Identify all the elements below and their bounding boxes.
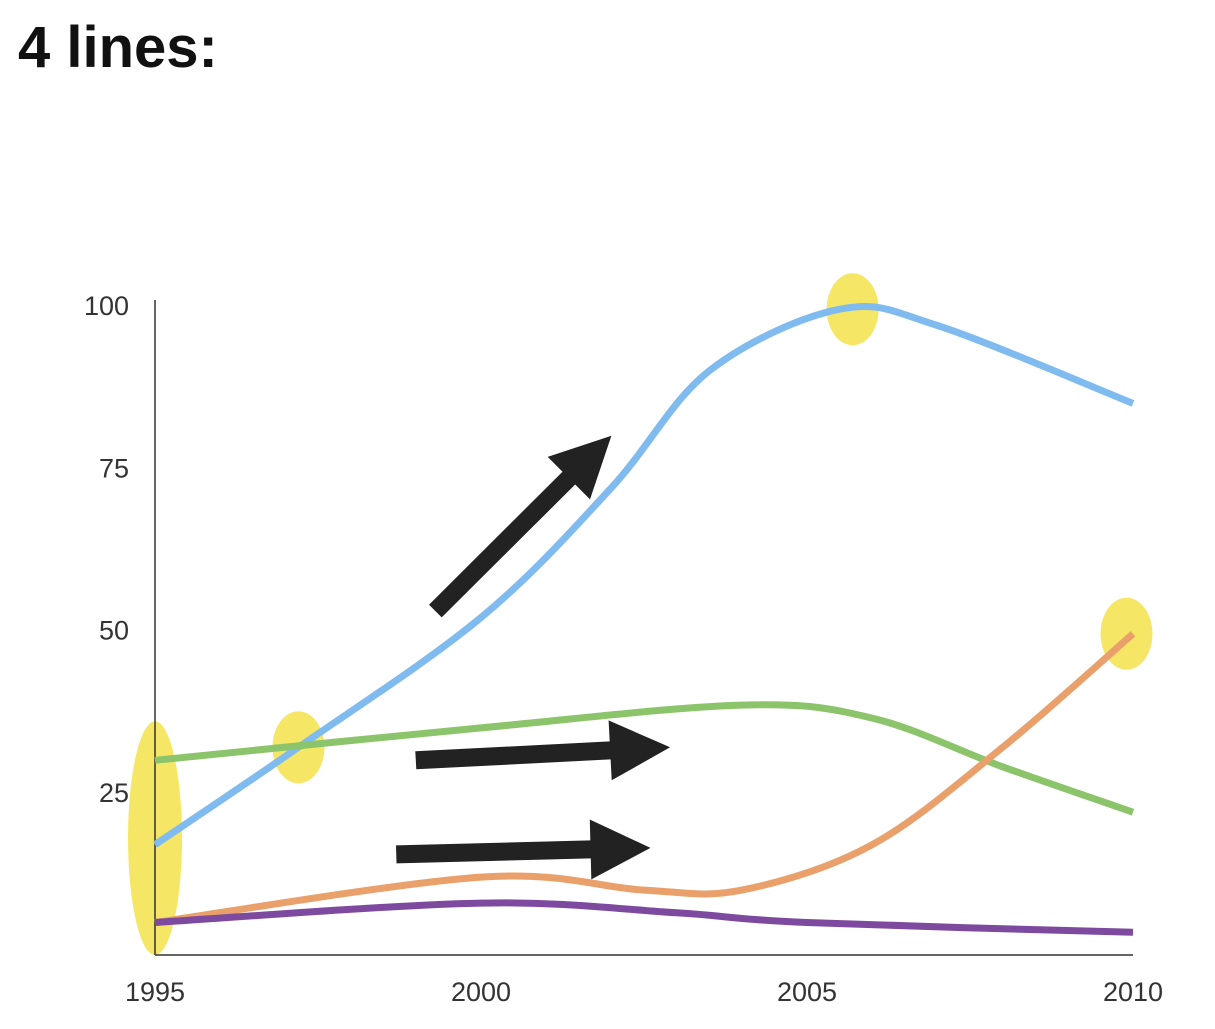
series-line-4 [154,899,1134,936]
y-tick-label-25: 25 [99,778,129,808]
y-tick-label-100: 100 [84,291,129,321]
trend-arrow-3 [396,819,651,880]
tick-labels: 1995 2000 2005 2010 25 50 75 100 [84,291,1163,1007]
trend-arrow-2 [415,720,671,781]
x-tick-label-2010: 2010 [1103,977,1163,1007]
axes [154,300,1133,956]
chart-title: 4 lines: [18,15,218,80]
series-layer [153,302,1136,936]
x-tick-label-1995: 1995 [125,977,185,1007]
x-tick-label-2000: 2000 [451,977,511,1007]
series-line-2 [154,701,1135,816]
annotation-arrows [396,435,671,880]
series-line-1 [153,302,1135,848]
x-tick-label-2005: 2005 [777,977,837,1007]
y-tick-label-75: 75 [99,453,129,483]
y-tick-label-50: 50 [99,616,129,646]
trend-arrow-1 [429,435,612,618]
series-line-3 [154,631,1136,926]
